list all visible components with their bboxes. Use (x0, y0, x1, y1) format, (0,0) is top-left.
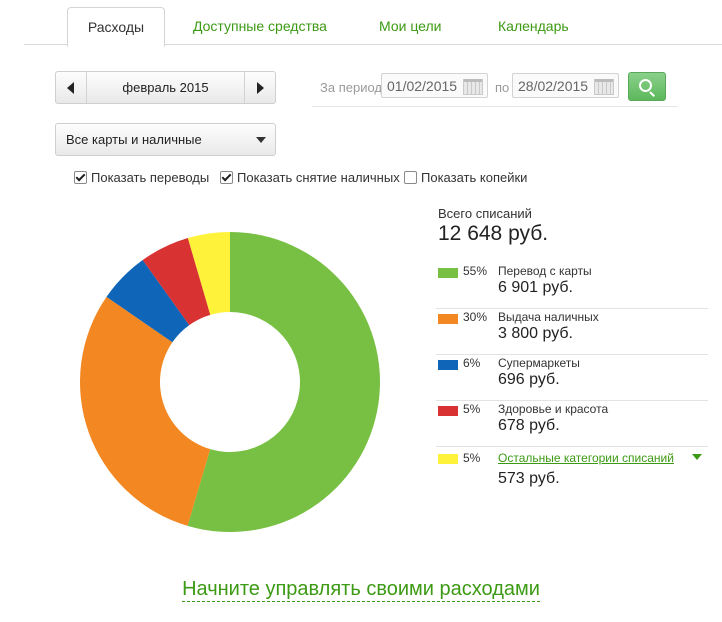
legend-category: Здоровье и красота (498, 402, 609, 416)
donut-slice-5 (187, 232, 230, 315)
prev-month-button[interactable] (56, 72, 87, 103)
arrow-right-icon (257, 82, 264, 94)
show-kopecks-label: Показать копейки (421, 170, 528, 185)
legend-percent: 55% (463, 264, 488, 278)
total-label: Всего списаний (438, 206, 532, 221)
tab-calendar[interactable]: Календарь (498, 18, 569, 34)
date-to-value: 28/02/2015 (518, 78, 589, 94)
period-to-label: по (495, 80, 510, 95)
calendar-icon[interactable] (463, 79, 483, 95)
donut-slice-4 (142, 238, 211, 326)
date-to-field[interactable]: 28/02/2015 (512, 73, 619, 98)
total-value: 12 648 руб. (438, 222, 549, 245)
legend-swatch (438, 406, 458, 416)
legend-amount: 696 руб. (498, 371, 560, 388)
legend-category: Супермаркеты (498, 356, 580, 370)
legend-amount: 573 руб. (498, 470, 560, 487)
legend-swatch (438, 314, 458, 324)
legend-swatch (438, 268, 458, 278)
donut-slice-2 (79, 296, 211, 526)
calendar-icon[interactable] (594, 79, 614, 95)
donut-slice-3 (106, 260, 190, 343)
legend-item: 30% Выдача наличных 3 800 руб. (436, 308, 708, 355)
search-button[interactable] (628, 72, 666, 101)
period-from-label: За период (320, 80, 382, 95)
cta-container: Начните управлять своими расходами (0, 578, 722, 602)
legend-item: 6% Супермаркеты 696 руб. (436, 354, 708, 401)
date-from-field[interactable]: 01/02/2015 (381, 73, 488, 98)
manage-expenses-link[interactable]: Начните управлять своими расходами (182, 578, 540, 602)
show-cash-withdrawal-label: Показать снятие наличных (237, 170, 400, 185)
legend-swatch (438, 360, 458, 370)
legend-amount: 678 руб. (498, 417, 560, 434)
date-from-value: 01/02/2015 (387, 78, 458, 94)
expenses-donut-chart (79, 232, 380, 532)
legend-category: Выдача наличных (498, 310, 599, 324)
month-label: февраль 2015 (122, 80, 209, 95)
legend-item: 5% Остальные категории списаний 573 руб. (436, 446, 708, 494)
other-categories-link[interactable]: Остальные категории списаний (498, 451, 674, 465)
arrow-left-icon (67, 82, 74, 94)
legend-amount: 6 901 руб. (498, 279, 573, 296)
tabs-divider (24, 44, 722, 45)
tab-expenses[interactable]: Расходы (67, 7, 165, 47)
legend-percent: 6% (463, 356, 481, 370)
legend-item: 55% Перевод с карты 6 901 руб. (436, 262, 708, 309)
checkbox-unchecked-icon[interactable] (404, 171, 417, 184)
tab-my-goals[interactable]: Мои цели (379, 18, 442, 34)
legend-percent: 5% (463, 402, 481, 416)
legend-percent: 30% (463, 310, 488, 324)
checkbox-checked-icon[interactable] (74, 171, 87, 184)
cards-filter-value: Все карты и наличные (66, 132, 202, 147)
legend-category: Перевод с карты (498, 264, 592, 278)
month-selector: февраль 2015 (55, 71, 276, 104)
period-filter: За период 01/02/2015 по 28/02/2015 (312, 68, 678, 107)
legend-item: 5% Здоровье и красота 678 руб. (436, 400, 708, 447)
cards-filter-select[interactable]: Все карты и наличные (55, 123, 276, 156)
show-transfers-label: Показать переводы (91, 170, 210, 185)
legend-percent: 5% (463, 451, 481, 465)
chevron-down-icon[interactable] (692, 454, 702, 460)
tab-available-funds[interactable]: Доступные средства (193, 18, 327, 34)
checkbox-checked-icon[interactable] (220, 171, 233, 184)
donut-slice-1 (187, 232, 380, 532)
chevron-down-icon (256, 137, 266, 143)
search-icon (639, 79, 652, 92)
legend-amount: 3 800 руб. (498, 325, 573, 342)
next-month-button[interactable] (244, 72, 275, 103)
legend-swatch (438, 454, 458, 464)
